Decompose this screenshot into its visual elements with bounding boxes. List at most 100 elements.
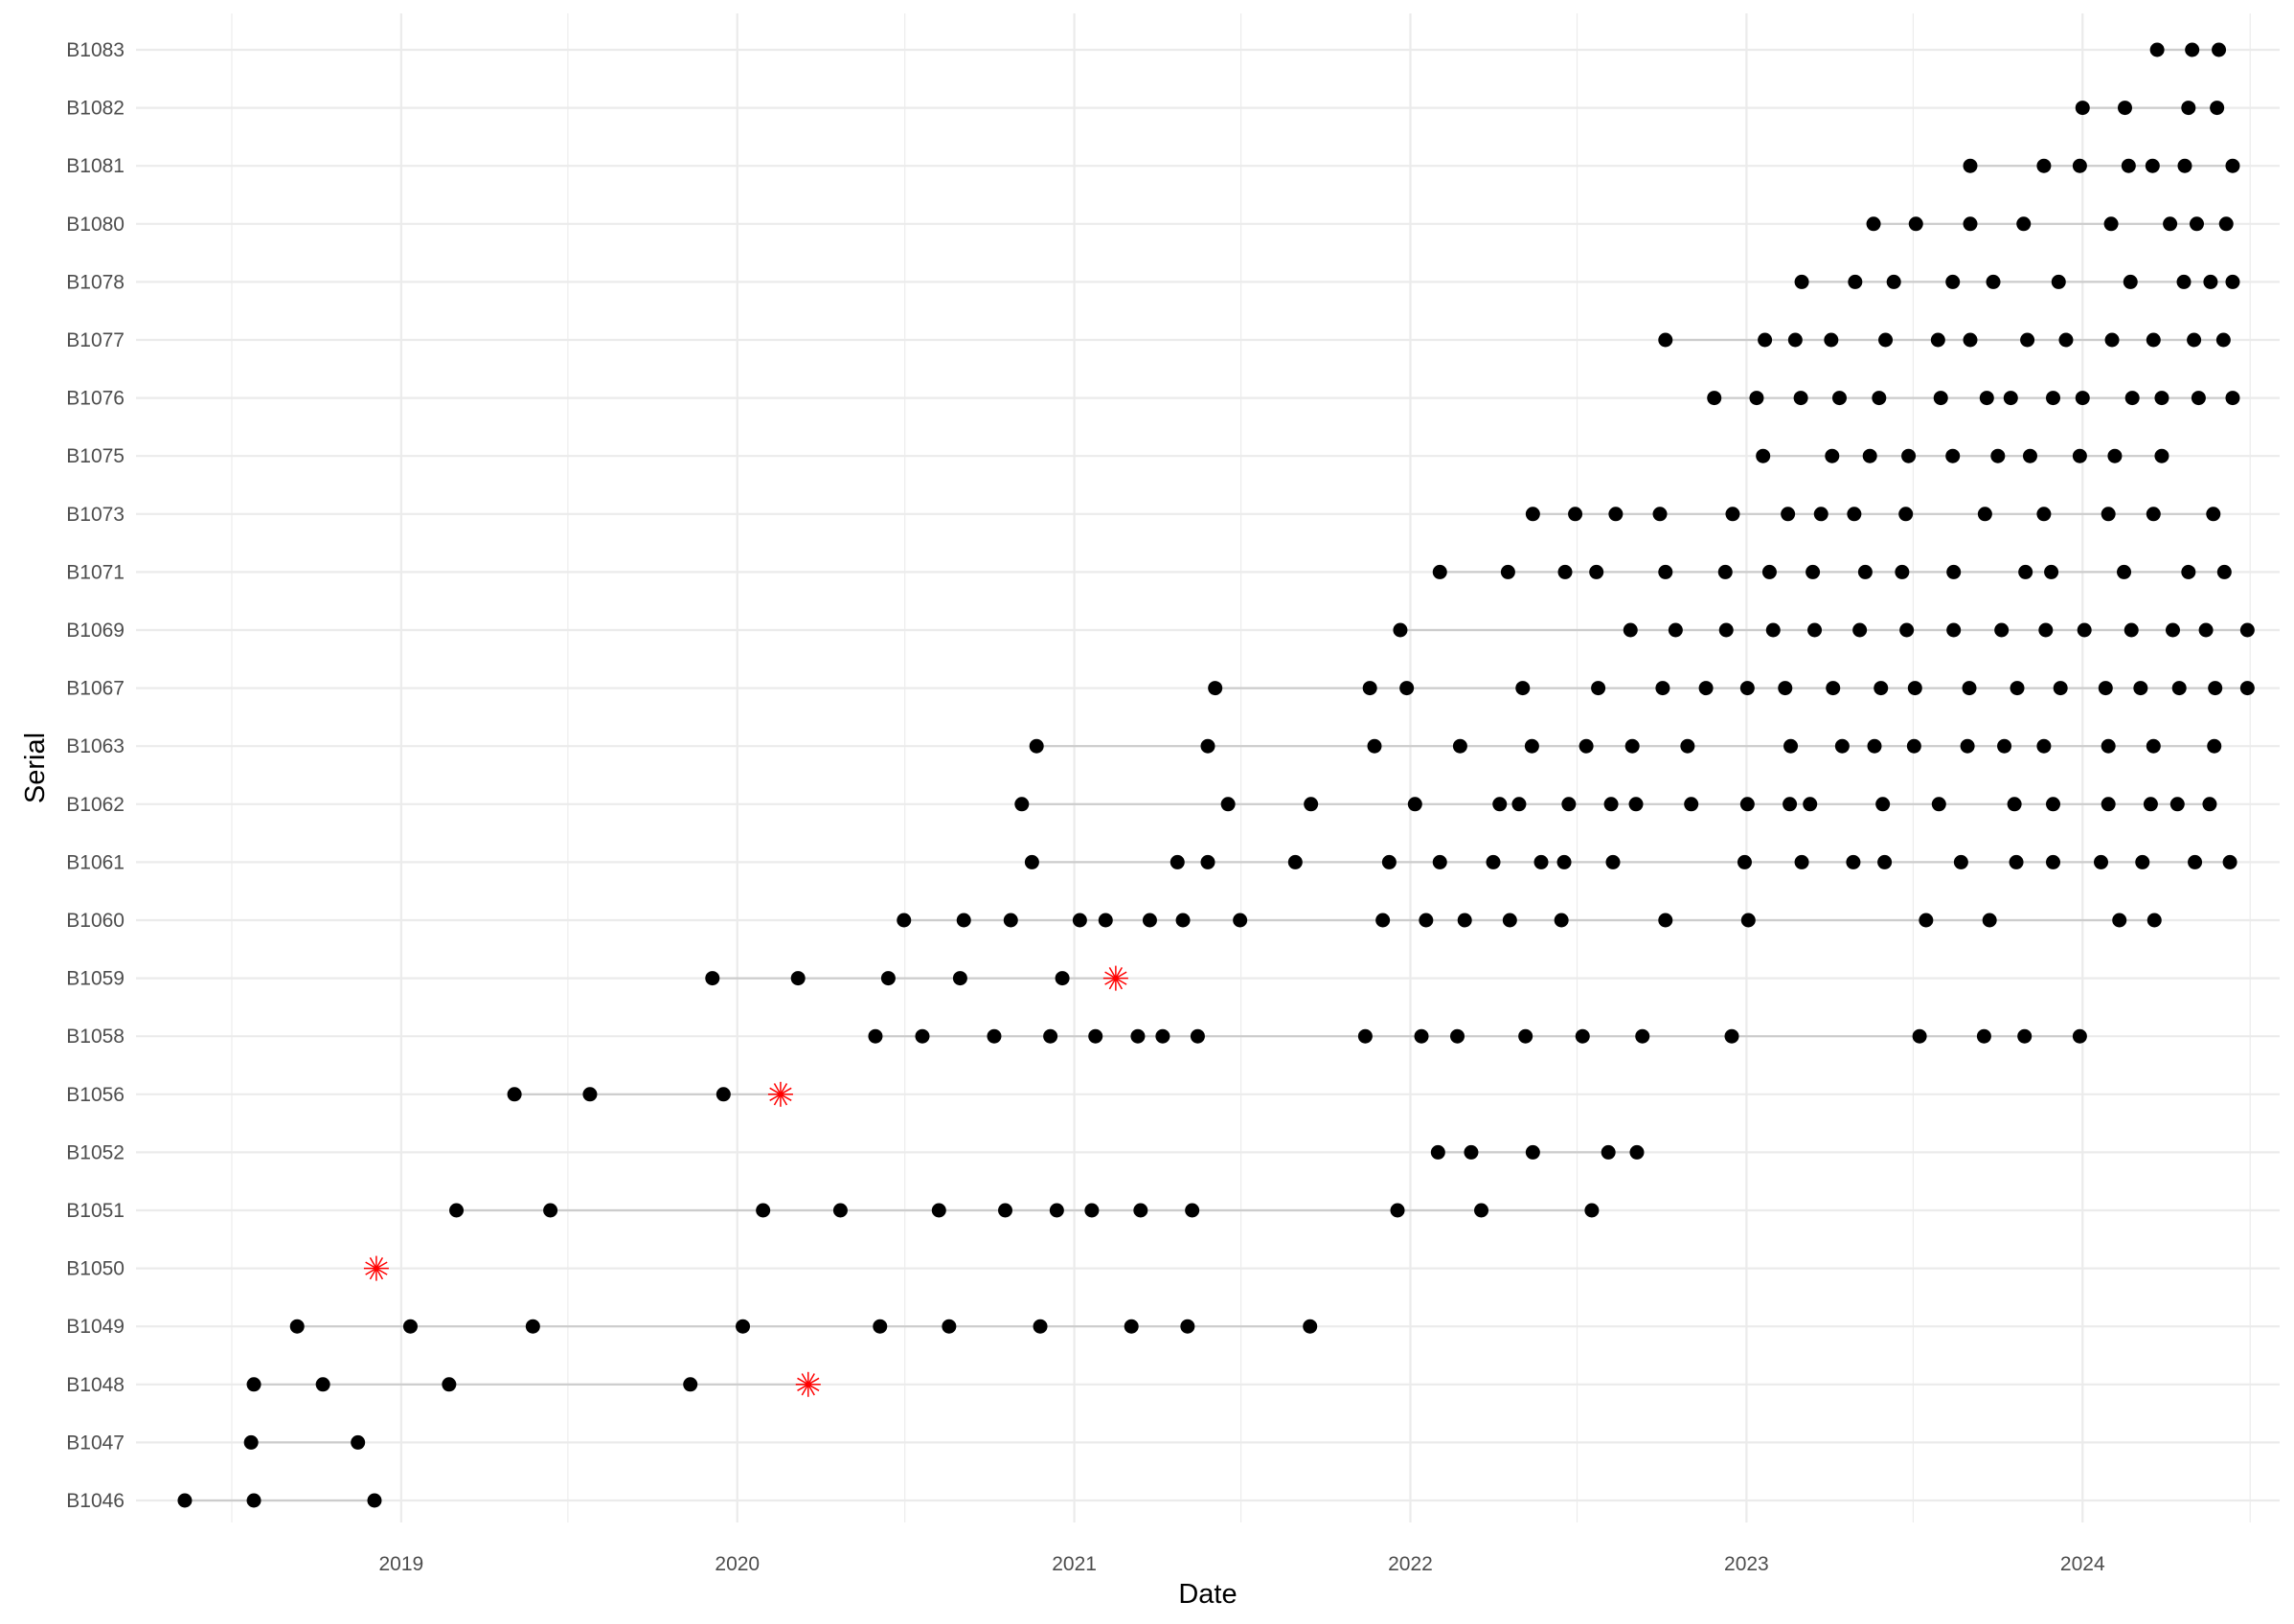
y-tick-label: B1048 bbox=[66, 1374, 125, 1396]
event-point bbox=[2101, 738, 2116, 754]
event-point bbox=[2107, 448, 2123, 463]
event-point bbox=[351, 1434, 366, 1450]
event-point bbox=[1898, 507, 1914, 522]
serial-segments bbox=[184, 48, 2248, 1502]
event-point bbox=[2018, 564, 2033, 579]
event-point bbox=[1886, 274, 1901, 289]
event-point bbox=[1931, 797, 1946, 812]
event-point bbox=[1739, 681, 1755, 696]
event-point bbox=[367, 1493, 382, 1508]
event-point bbox=[1698, 681, 1714, 696]
x-tick-label: 2023 bbox=[1724, 1553, 1769, 1575]
failure-marker-ray bbox=[780, 1094, 788, 1106]
event-point bbox=[2215, 332, 2231, 348]
event-point bbox=[1407, 797, 1422, 812]
event-point bbox=[1778, 681, 1793, 696]
failure-marker-ray bbox=[369, 1256, 377, 1269]
event-point bbox=[1419, 913, 1434, 928]
event-point bbox=[2133, 681, 2148, 696]
event-point bbox=[1857, 564, 1873, 579]
event-point bbox=[2154, 391, 2169, 406]
failure-marker-ray bbox=[801, 1373, 809, 1386]
failure-marker-ray bbox=[1104, 971, 1117, 980]
event-point bbox=[1190, 1028, 1205, 1044]
event-point bbox=[1287, 854, 1303, 869]
event-point bbox=[2009, 854, 2024, 869]
data-points bbox=[177, 42, 2255, 1508]
event-point bbox=[1518, 1028, 1533, 1044]
failure-marker-ray bbox=[1115, 966, 1124, 979]
event-point bbox=[1831, 391, 1847, 406]
event-point bbox=[1739, 797, 1755, 812]
event-point bbox=[1847, 507, 1862, 522]
event-point bbox=[402, 1319, 418, 1334]
event-point bbox=[1946, 564, 1962, 579]
event-point bbox=[1718, 622, 1734, 638]
y-tick-label: B1061 bbox=[66, 851, 125, 873]
event-point bbox=[1003, 913, 1018, 928]
event-point bbox=[790, 971, 806, 986]
event-point bbox=[1511, 797, 1527, 812]
event-point bbox=[715, 1087, 731, 1102]
event-point bbox=[1655, 681, 1670, 696]
event-point bbox=[1375, 913, 1391, 928]
event-point bbox=[2165, 622, 2180, 638]
x-tick-labels: 2019 2020 2021 2022 2023 2024 bbox=[379, 1553, 2105, 1575]
event-point bbox=[1848, 274, 1863, 289]
y-tick-label: B1071 bbox=[66, 561, 125, 583]
event-point bbox=[2146, 332, 2161, 348]
event-point bbox=[2036, 507, 2052, 522]
event-point bbox=[2218, 216, 2234, 232]
event-point bbox=[1381, 854, 1397, 869]
event-point bbox=[897, 913, 912, 928]
event-point bbox=[2181, 564, 2196, 579]
event-point bbox=[1899, 622, 1915, 638]
event-point bbox=[2072, 1028, 2087, 1044]
event-point bbox=[2188, 854, 2203, 869]
failure-marker-ray bbox=[807, 1384, 820, 1391]
event-point bbox=[1724, 1028, 1739, 1044]
event-point bbox=[315, 1377, 330, 1392]
event-point bbox=[1432, 564, 1447, 579]
event-point bbox=[1907, 681, 1922, 696]
event-point bbox=[2121, 158, 2136, 173]
failure-marker-ray bbox=[369, 1268, 377, 1280]
event-point bbox=[2154, 448, 2169, 463]
event-point bbox=[1464, 1144, 1479, 1160]
event-point bbox=[1953, 854, 1968, 869]
event-point bbox=[1826, 681, 1841, 696]
event-point bbox=[756, 1203, 771, 1218]
event-point bbox=[1486, 854, 1501, 869]
event-point bbox=[736, 1319, 751, 1334]
event-point bbox=[2046, 854, 2061, 869]
event-point bbox=[1658, 332, 1673, 348]
event-point bbox=[2239, 622, 2255, 638]
event-point bbox=[2104, 332, 2120, 348]
event-point bbox=[2094, 854, 2108, 869]
failure-marker-ray bbox=[780, 1087, 792, 1095]
event-point bbox=[449, 1203, 465, 1218]
failure-marker-ray bbox=[365, 1261, 377, 1270]
event-point bbox=[1142, 913, 1157, 928]
event-point bbox=[2225, 158, 2240, 173]
event-point bbox=[1794, 854, 1809, 869]
event-point bbox=[1072, 913, 1087, 928]
event-point bbox=[1749, 391, 1764, 406]
failure-marker-ray bbox=[797, 1384, 809, 1391]
event-point bbox=[1635, 1028, 1650, 1044]
event-point bbox=[2198, 622, 2214, 638]
event-point bbox=[2046, 391, 2061, 406]
event-point bbox=[1825, 448, 1840, 463]
event-point bbox=[2038, 622, 2054, 638]
y-tick-label: B1083 bbox=[66, 39, 125, 61]
event-point bbox=[1813, 507, 1828, 522]
event-point bbox=[1584, 1203, 1600, 1218]
event-point bbox=[1200, 854, 1215, 869]
event-point bbox=[2181, 101, 2196, 116]
y-tick-label: B1062 bbox=[66, 794, 125, 816]
y-tick-label: B1077 bbox=[66, 329, 125, 351]
event-point bbox=[2239, 681, 2255, 696]
event-point bbox=[1783, 738, 1799, 754]
event-point bbox=[1362, 681, 1377, 696]
event-point bbox=[1783, 797, 1798, 812]
